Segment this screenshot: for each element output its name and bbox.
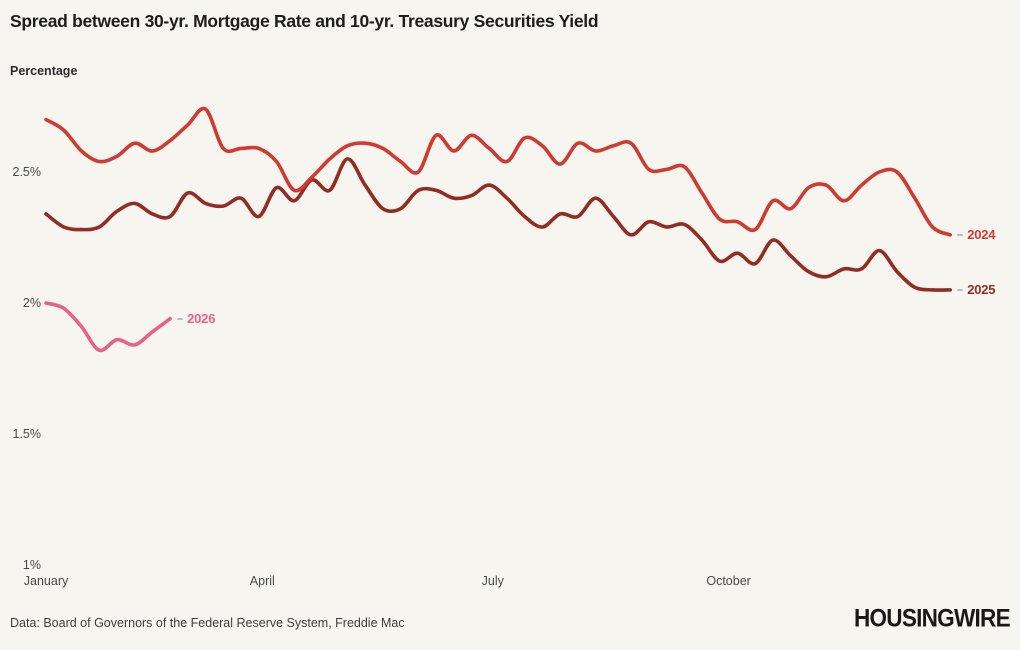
x-tick-label: October — [706, 574, 751, 588]
series-label-2026: 2026 — [187, 310, 216, 326]
series-line-2024 — [44, 106, 952, 237]
y-tick-label: 2% — [22, 296, 41, 310]
x-tick-label: January — [23, 574, 69, 588]
y-tick-label: 2.5% — [12, 165, 42, 179]
series-end-tick-2025 — [957, 288, 964, 291]
housingwire-logo: HOUSINGWIRE — [854, 604, 1011, 633]
series-label-2024: 2024 — [967, 227, 996, 243]
y-axis-title: Percentage — [10, 64, 78, 78]
series-end-tick-2026 — [177, 317, 184, 320]
series-end-tick-2024 — [957, 233, 964, 236]
x-tick-label: July — [481, 574, 504, 588]
series-line-2026 — [44, 301, 172, 353]
data-source-note: Data: Board of Governors of the Federal … — [10, 616, 405, 630]
y-tick-label: 1.5% — [12, 427, 42, 441]
x-tick-label: April — [249, 574, 275, 588]
chart-title: Spread between 30-yr. Mortgage Rate and … — [10, 11, 599, 31]
series-line-2025 — [44, 157, 952, 292]
y-tick-label: 1% — [22, 558, 41, 572]
series-label-2025: 2025 — [967, 282, 996, 298]
